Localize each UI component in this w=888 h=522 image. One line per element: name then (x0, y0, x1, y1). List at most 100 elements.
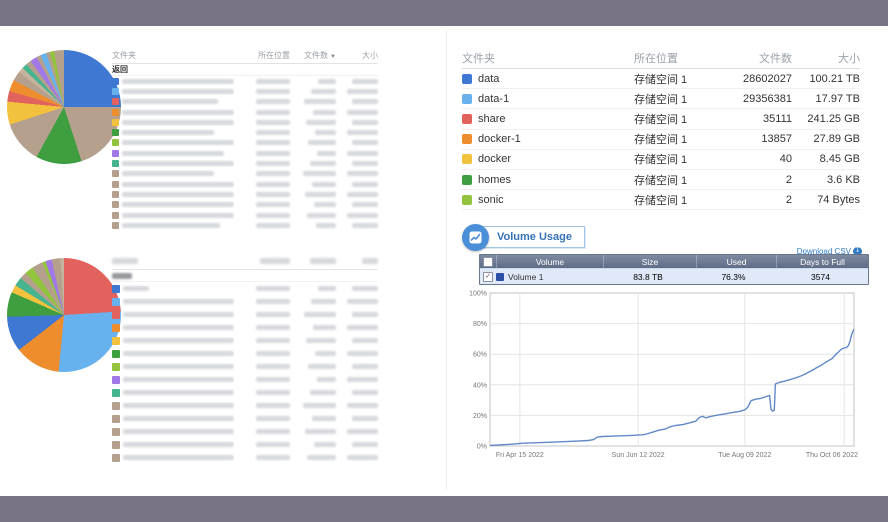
table-row[interactable] (112, 107, 378, 117)
folder-row[interactable]: docker-1 存储空间 1 13857 27.89 GB (462, 130, 860, 150)
table-row[interactable] (112, 282, 378, 295)
table-row[interactable] (112, 425, 378, 438)
size-redacted (336, 171, 378, 177)
table-row[interactable] (112, 86, 378, 96)
table-row[interactable] (112, 321, 378, 334)
table-row[interactable] (112, 399, 378, 412)
table-row[interactable] (112, 360, 378, 373)
folder-row[interactable]: data 存储空间 1 28602027 100.21 TB (462, 69, 860, 90)
table-row[interactable] (112, 220, 378, 230)
size-redacted (336, 299, 378, 304)
location-redacted (234, 429, 290, 434)
pie-chart-top[interactable] (7, 50, 121, 164)
column-header-volume[interactable]: Volume (496, 255, 603, 268)
folder-name[interactable]: docker-1 (478, 133, 521, 146)
folder-color-chip (112, 98, 119, 106)
folder-color-chip (462, 73, 472, 84)
location-redacted (234, 325, 290, 330)
volume-row[interactable]: ✓ Volume 1 83.8 TB 76.3% 3574 (480, 268, 868, 284)
filecount-redacted (290, 429, 336, 434)
column-header-size[interactable]: 大小 (838, 53, 860, 65)
table-row[interactable] (112, 179, 378, 189)
table-row[interactable] (112, 189, 378, 199)
column-header-size[interactable]: 大小 (362, 51, 378, 60)
back-link[interactable]: 返回 (112, 64, 378, 76)
volume-checkbox[interactable]: ✓ (483, 271, 493, 282)
table-row[interactable] (112, 117, 378, 127)
location-redacted (234, 351, 290, 356)
select-all-checkbox[interactable] (480, 255, 496, 268)
folder-color-chip (462, 113, 472, 124)
svg-text:80%: 80% (473, 321, 487, 328)
volume-usage-tab[interactable]: Volume Usage (462, 223, 585, 251)
sort-desc-icon: ▼ (330, 54, 336, 60)
table-row[interactable] (112, 148, 378, 158)
pie-chart-bottom[interactable] (7, 258, 121, 372)
folder-name-redacted (112, 310, 234, 319)
table-row[interactable] (112, 308, 378, 321)
location-redacted (234, 191, 290, 197)
folder-location: 存储空间 1 (634, 194, 688, 207)
filecount-redacted (290, 299, 336, 304)
column-header-filecount[interactable]: 文件数 (759, 53, 792, 65)
location-redacted (234, 202, 290, 208)
column-header-used[interactable]: Used (696, 255, 776, 268)
table-row[interactable] (112, 127, 378, 137)
table-row[interactable] (112, 347, 378, 360)
folder-name-redacted (112, 349, 234, 358)
filecount-redacted (290, 325, 336, 330)
table-row[interactable] (112, 386, 378, 399)
table-row[interactable] (112, 334, 378, 347)
folder-filecount: 13857 (761, 133, 792, 146)
size-redacted (336, 403, 378, 408)
table-row[interactable] (112, 412, 378, 425)
table-row[interactable] (112, 138, 378, 148)
folder-name[interactable]: share (478, 112, 506, 125)
back-link-blurred[interactable] (112, 270, 378, 282)
location-redacted (234, 109, 290, 115)
table-row[interactable] (112, 451, 378, 464)
folder-row[interactable]: share 存储空间 1 35111 241.25 GB (462, 109, 860, 130)
size-redacted (336, 150, 378, 156)
folder-row[interactable]: homes 存储空间 1 2 3.6 KB (462, 170, 860, 191)
table-row[interactable] (112, 158, 378, 168)
folder-name[interactable]: data-1 (478, 92, 510, 105)
folder-name[interactable]: sonic (478, 193, 504, 206)
table-row[interactable] (112, 438, 378, 451)
filecount-redacted (290, 161, 336, 167)
svg-text:100%: 100% (469, 291, 487, 298)
column-header-days-to-full[interactable]: Days to Full (776, 255, 868, 268)
folder-row[interactable]: docker 存储空间 1 40 8.45 GB (462, 150, 860, 170)
folder-size: 74 Bytes (817, 193, 860, 206)
folder-size: 100.21 TB (809, 72, 860, 85)
column-header-filecount[interactable]: 文件数 ▼ (304, 51, 336, 60)
table-row[interactable] (112, 97, 378, 107)
folder-name[interactable]: data (478, 72, 500, 85)
report-page: 文件夹 所在位置 文件数 ▼ 大小 返回 文件夹 所在位置 文件数 大小 data… (0, 26, 888, 496)
table-row[interactable] (112, 76, 378, 86)
table-row[interactable] (112, 169, 378, 179)
folder-row[interactable]: sonic 存储空间 1 2 74 Bytes (462, 190, 860, 211)
size-redacted (336, 202, 378, 208)
column-header-location[interactable]: 所在位置 (258, 51, 290, 60)
folder-name[interactable]: docker (478, 153, 512, 166)
table-row[interactable] (112, 373, 378, 386)
location-redacted (234, 130, 290, 136)
column-header-folder[interactable]: 文件夹 (462, 53, 495, 65)
svg-text:0%: 0% (477, 444, 487, 451)
column-header-location[interactable]: 所在位置 (634, 53, 678, 65)
location-redacted (234, 442, 290, 447)
column-header-folder[interactable]: 文件夹 (112, 51, 136, 60)
folder-row[interactable]: data-1 存储空间 1 29356381 17.97 TB (462, 89, 860, 110)
column-header-size[interactable]: Size (603, 255, 696, 268)
folder-name[interactable]: homes (478, 173, 512, 186)
table-row[interactable] (112, 210, 378, 220)
download-csv-link[interactable]: Download CSV ↧ (796, 247, 862, 256)
size-redacted (336, 222, 378, 228)
table-row[interactable] (112, 295, 378, 308)
location-redacted (234, 99, 290, 105)
size-redacted (336, 442, 378, 447)
table-row[interactable] (112, 200, 378, 210)
size-redacted (336, 312, 378, 317)
size-redacted (336, 109, 378, 115)
